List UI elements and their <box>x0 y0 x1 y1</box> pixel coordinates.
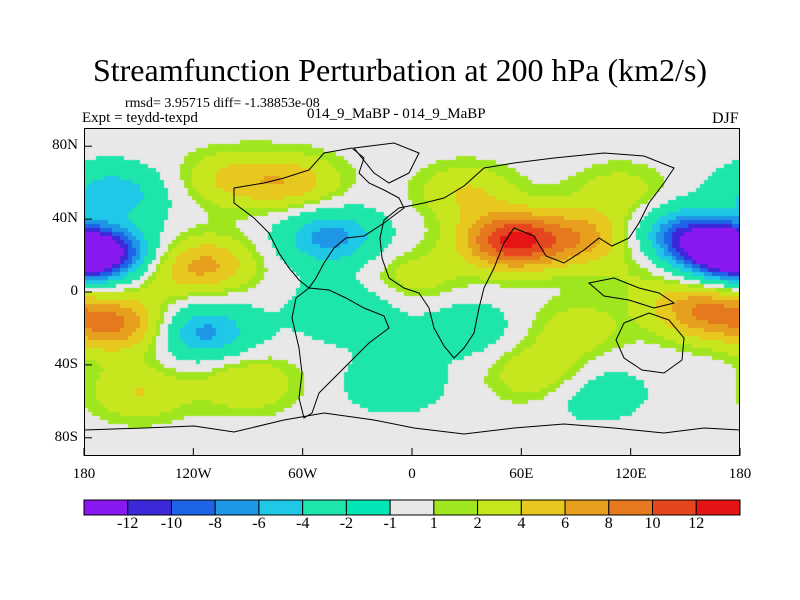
colorbar-tick-label: -10 <box>160 515 183 532</box>
antarctica-outline <box>84 412 740 435</box>
x-tick-label: 0 <box>408 466 416 482</box>
colorbar-swatch <box>564 499 610 516</box>
colorbar-tick-label: 4 <box>517 515 526 532</box>
south-america-outline <box>291 287 390 419</box>
x-tick-label: 120W <box>174 466 212 482</box>
colorbar-swatch <box>302 499 347 516</box>
colorbar-swatch <box>345 499 391 516</box>
x-tick-label: 60E <box>509 466 534 482</box>
season-label: DJF <box>712 110 739 127</box>
colorbar <box>83 499 741 516</box>
coastlines <box>84 128 740 456</box>
streamfunction-field <box>84 128 740 456</box>
maritime-continent-outline <box>587 277 676 309</box>
x-tick-label: 120E <box>614 466 647 482</box>
north-america-outline <box>233 147 405 289</box>
colorbar-swatch <box>389 499 435 516</box>
colorbar-swatch <box>652 499 697 516</box>
colorbar-tick-label: -1 <box>383 515 397 532</box>
greenland-outline <box>353 142 420 184</box>
australia-outline <box>615 312 685 374</box>
colorbar-tick-label: 8 <box>604 515 613 532</box>
colorbar-swatch <box>520 499 566 516</box>
y-tick-label: 40N <box>52 210 78 227</box>
colorbar-swatch <box>83 499 129 516</box>
colorbar-tick-label: -4 <box>295 515 310 532</box>
y-tick-label: 80N <box>52 137 78 154</box>
case-label: 014_9_MaBP - 014_9_MaBP <box>307 106 486 122</box>
colorbar-tick-label: 2 <box>473 515 482 532</box>
colorbar-swatch <box>608 499 654 516</box>
colorbar-swatch <box>433 499 479 516</box>
colorbar-swatch <box>214 499 260 516</box>
x-tick-label: 60W <box>288 466 318 482</box>
colorbar-tick-label: 10 <box>644 515 661 532</box>
africa-eurasia-outline <box>379 152 675 359</box>
x-tick-label: 180 <box>72 466 96 482</box>
y-tick-label: 40S <box>54 355 78 372</box>
plot-frame <box>84 128 740 456</box>
colorbar-swatch <box>170 499 216 516</box>
map-plot-area <box>84 128 740 456</box>
plot-title: Streamfunction Perturbation at 200 hPa (… <box>92 52 708 88</box>
colorbar-tick-label: -12 <box>117 515 139 532</box>
colorbar-swatch <box>477 499 522 516</box>
colorbar-tick-label: -6 <box>252 515 266 532</box>
colorbar-tick-label: 6 <box>561 515 570 532</box>
colorbar-tick-label: -2 <box>339 515 354 532</box>
colorbar-swatch <box>695 499 741 516</box>
experiment-label: Expt = teydd-texpd <box>82 110 198 126</box>
colorbar-swatch <box>258 499 304 516</box>
y-tick-label: 0 <box>70 283 79 299</box>
colorbar-tick-label: 12 <box>688 515 705 532</box>
colorbar-swatch <box>127 499 172 516</box>
colorbar-tick-label: -8 <box>208 515 222 532</box>
x-tick-label: 180 <box>728 466 752 482</box>
rmsd-diff-stats: rmsd= 3.95715 diff= -1.38853e-08 <box>125 96 320 111</box>
y-tick-label: 80S <box>54 428 78 445</box>
colorbar-tick-label: 1 <box>429 515 438 532</box>
